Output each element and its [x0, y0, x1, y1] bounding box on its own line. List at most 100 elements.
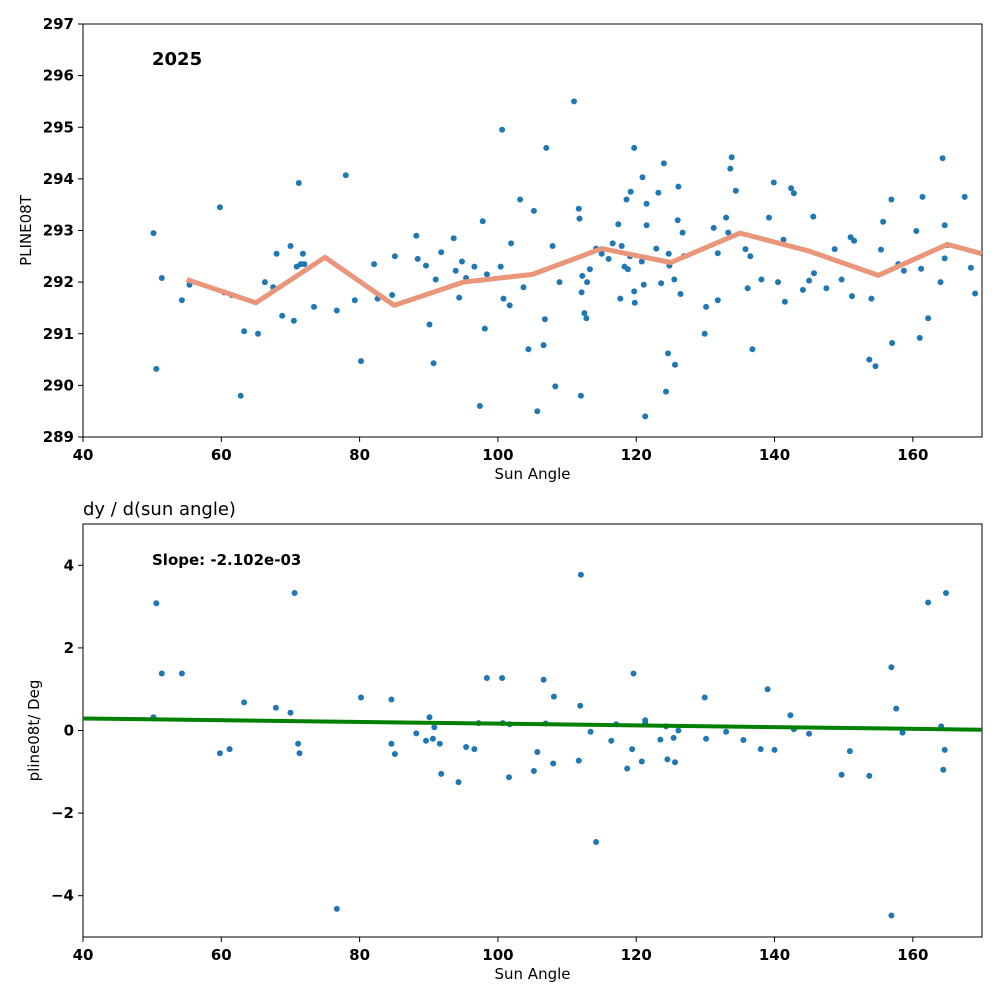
- data-point: [880, 218, 887, 225]
- data-point: [287, 243, 294, 249]
- data-point: [660, 160, 667, 167]
- data-point: [823, 285, 830, 292]
- fit-line: [83, 716, 982, 732]
- plot-frame: [82, 523, 983, 938]
- data-point: [631, 299, 638, 306]
- x-axis-label: Sun Angle: [495, 465, 571, 483]
- x-tick-label: 80: [349, 946, 370, 964]
- data-point: [540, 342, 547, 349]
- chart-title: dy / d(sun angle): [83, 499, 236, 520]
- data-point: [679, 229, 686, 236]
- data-point: [388, 740, 395, 747]
- data-point: [900, 267, 907, 274]
- data-point: [831, 246, 838, 253]
- data-point: [657, 736, 664, 743]
- data-point: [481, 325, 488, 332]
- data-point: [972, 290, 979, 297]
- data-point: [226, 746, 233, 753]
- data-point: [158, 670, 165, 677]
- data-point: [725, 229, 732, 236]
- data-point: [806, 277, 813, 284]
- data-point: [674, 217, 681, 224]
- data-point: [775, 279, 781, 286]
- data-point: [301, 261, 308, 268]
- data-point: [549, 243, 556, 249]
- data-point: [540, 676, 547, 683]
- data-point: [581, 310, 588, 317]
- data-point: [655, 189, 662, 196]
- data-point: [851, 237, 858, 244]
- data-point: [665, 350, 671, 357]
- y-tick-label: −2: [51, 804, 74, 822]
- data-point: [967, 264, 974, 271]
- data-point: [436, 740, 443, 747]
- data-point: [941, 746, 948, 753]
- data-point: [727, 165, 734, 172]
- data-point: [742, 246, 749, 253]
- x-tick-label: 140: [759, 946, 790, 964]
- data-point: [534, 408, 541, 415]
- data-point: [710, 224, 717, 231]
- data-point: [640, 281, 647, 288]
- data-point: [878, 246, 884, 253]
- data-point: [530, 768, 537, 774]
- data-point: [499, 675, 506, 681]
- data-point: [431, 724, 438, 731]
- data-point: [664, 756, 671, 763]
- data-point: [701, 330, 708, 337]
- data-point: [575, 205, 582, 212]
- data-point: [576, 215, 583, 222]
- data-point: [586, 266, 593, 273]
- data-point: [598, 250, 605, 257]
- data-point: [849, 293, 855, 300]
- data-point: [272, 704, 279, 711]
- x-tick-label: 100: [482, 946, 513, 964]
- plot-frame: [82, 23, 983, 438]
- data-point: [500, 295, 507, 302]
- data-point: [943, 590, 949, 596]
- y-tick-label: 294: [43, 170, 74, 188]
- data-point: [961, 193, 968, 200]
- data-point: [479, 218, 486, 225]
- data-point: [806, 730, 813, 737]
- data-point: [872, 363, 879, 370]
- data-point: [452, 267, 459, 274]
- data-point: [732, 187, 739, 194]
- data-point: [333, 307, 340, 314]
- data-point: [438, 770, 445, 777]
- y-tick-label: 293: [43, 222, 74, 240]
- data-point: [714, 250, 721, 257]
- data-point: [888, 912, 895, 919]
- x-tick-label: 120: [621, 946, 652, 964]
- data-point: [811, 270, 817, 277]
- data-point: [703, 303, 710, 310]
- data-point: [617, 295, 624, 302]
- trend-line: [185, 230, 982, 308]
- data-point: [623, 196, 630, 203]
- data-point: [919, 193, 926, 200]
- data-point: [476, 403, 483, 409]
- data-point: [916, 334, 923, 341]
- data-point: [788, 185, 795, 192]
- data-point: [261, 279, 268, 286]
- data-point: [429, 735, 436, 742]
- data-point: [615, 221, 622, 228]
- data-point: [639, 174, 646, 181]
- data-point: [216, 750, 223, 757]
- data-point: [609, 240, 616, 247]
- data-point: [413, 730, 420, 737]
- data-point: [728, 154, 735, 161]
- data-point: [414, 255, 421, 262]
- data-point: [941, 222, 948, 229]
- data-point: [939, 155, 946, 162]
- data-point: [675, 183, 682, 190]
- data-point: [838, 771, 845, 778]
- data-point: [577, 702, 584, 709]
- data-point: [550, 760, 557, 767]
- y-tick-label: 292: [43, 273, 74, 291]
- data-point: [430, 360, 437, 367]
- data-point: [787, 712, 794, 719]
- data-point: [608, 737, 615, 744]
- data-point: [299, 250, 306, 257]
- data-point: [638, 758, 645, 765]
